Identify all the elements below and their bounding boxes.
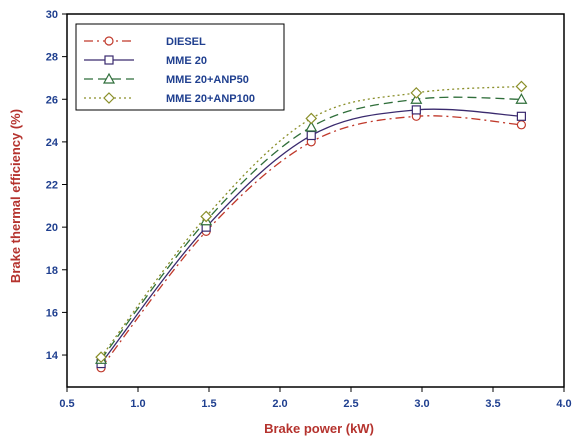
- x-tick-label: 3.0: [414, 398, 429, 410]
- data-point: [306, 130, 316, 141]
- legend-label: MME 20: [166, 55, 207, 67]
- series-line: [100, 85, 522, 358]
- y-tick-label: 24: [46, 137, 59, 149]
- x-tick-label: 4.0: [556, 398, 571, 410]
- y-axis-title: Brake thermal efficiency (%): [8, 109, 23, 283]
- data-point: [516, 120, 527, 130]
- data-point: [200, 210, 213, 223]
- series-mme-20-anp100: [95, 80, 528, 364]
- y-tick-label: 30: [46, 9, 58, 21]
- legend-label: DIESEL: [166, 36, 206, 48]
- legend-marker: [104, 36, 114, 46]
- legend-marker: [103, 92, 115, 104]
- data-point: [516, 111, 527, 121]
- y-tick-label: 22: [46, 180, 58, 192]
- y-tick-label: 16: [46, 307, 58, 319]
- series-line: [100, 115, 522, 369]
- y-tick-label: 26: [46, 94, 58, 106]
- x-tick-label: 1.5: [201, 398, 216, 410]
- legend-item: MME 20+ANP50: [84, 72, 249, 86]
- legend-marker: [102, 72, 116, 84]
- legend-item: DIESEL: [84, 36, 206, 48]
- legend-item: MME 20: [84, 55, 207, 67]
- x-tick-label: 2.5: [343, 398, 358, 410]
- x-tick-label: 1.0: [130, 398, 145, 410]
- data-point: [411, 105, 421, 115]
- series-layer: [95, 80, 528, 373]
- series-line: [100, 108, 522, 364]
- x-tick-label: 2.0: [272, 398, 287, 410]
- axis-ticks: 0.5 1.0 1.5 2.0 2.5 3.0 3.5 4.0 14 16 18 20 22 24 26 28…: [46, 9, 572, 410]
- y-tick-label: 28: [46, 52, 58, 64]
- x-tick-label: 0.5: [59, 398, 74, 410]
- legend-item: MME 20+ANP100: [84, 92, 255, 105]
- x-tick-label: 3.5: [485, 398, 500, 410]
- legend: DIESEL MME 20 MME 20+ANP50 MME 20+ANP100: [75, 23, 285, 111]
- y-tick-label: 14: [46, 350, 59, 362]
- data-point: [410, 93, 423, 104]
- data-point: [95, 351, 107, 364]
- data-point: [305, 120, 318, 132]
- legend-marker: [104, 55, 114, 65]
- y-tick-label: 20: [46, 222, 58, 234]
- legend-label: MME 20+ANP50: [166, 74, 249, 86]
- data-point: [515, 93, 528, 104]
- plot-border: [66, 13, 565, 388]
- data-point: [515, 80, 528, 93]
- legend-label: MME 20+ANP100: [166, 93, 255, 105]
- data-point: [305, 112, 318, 125]
- y-tick-label: 18: [46, 265, 58, 277]
- series-line: [100, 96, 522, 360]
- data-point: [410, 87, 423, 99]
- x-axis-title: Brake power (kW): [264, 421, 374, 436]
- plot-frame: [66, 13, 565, 388]
- series-diesel: [96, 111, 527, 373]
